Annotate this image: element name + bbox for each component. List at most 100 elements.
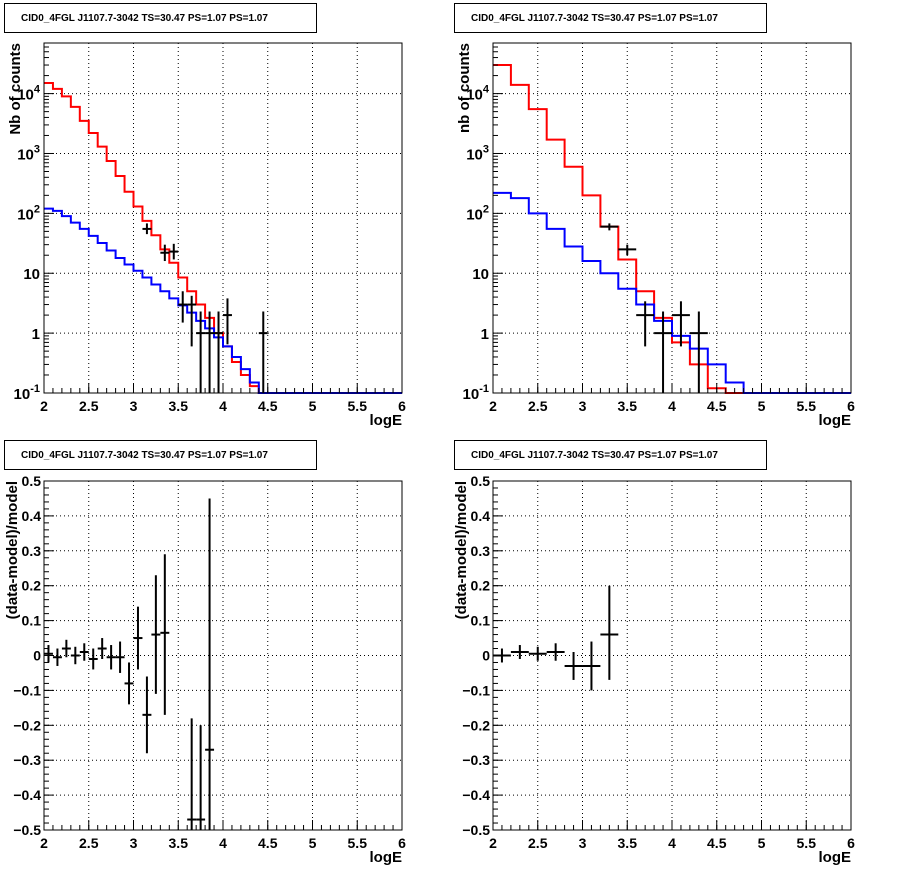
data-point bbox=[187, 718, 197, 830]
grid bbox=[44, 481, 402, 830]
chart-plot: 2 2.5 3 3.5 4 4.5 5 5.5 6 −0.5 −0.4 −0.3 −0.2 −0.1 0 0.… bbox=[453, 473, 855, 866]
data-point bbox=[689, 311, 708, 393]
x-axis-label: logE bbox=[370, 412, 403, 429]
x-tick-label: 4 bbox=[219, 835, 227, 851]
y-tick-label: 0.4 bbox=[471, 508, 491, 524]
y-tick-label: 0.2 bbox=[22, 578, 42, 594]
data-point bbox=[654, 311, 672, 393]
data-point bbox=[160, 244, 170, 262]
x-tick-label: 2 bbox=[489, 398, 497, 414]
data-point bbox=[79, 643, 89, 661]
data-point bbox=[510, 645, 529, 659]
data-point bbox=[600, 585, 619, 680]
chart-title: CID0_4FGL J1107.7-3042 TS=30.47 PS=1.07 … bbox=[4, 3, 317, 33]
data-point bbox=[196, 311, 206, 393]
data-point bbox=[142, 676, 152, 754]
y-tick-label: −0.1 bbox=[13, 682, 41, 698]
chart-title: CID0_4FGL J1107.7-3042 TS=30.47 PS=1.07 … bbox=[454, 3, 767, 33]
y-tick-label: 1 bbox=[481, 326, 489, 343]
x-tick-label: 4.5 bbox=[707, 835, 727, 851]
y-tick-label: 10 bbox=[472, 266, 489, 283]
pad-bottom-right: CID0_4FGL J1107.7-3042 TS=30.47 PS=1.07 … bbox=[449, 437, 898, 875]
data-point bbox=[636, 301, 655, 347]
data-point bbox=[115, 641, 125, 673]
data-point bbox=[169, 243, 179, 260]
x-tick-label: 4.5 bbox=[707, 398, 727, 414]
data-point bbox=[618, 244, 637, 256]
x-tick-label: 3 bbox=[579, 835, 587, 851]
y-tick-label: −0.5 bbox=[462, 822, 490, 838]
x-tick-label: 3 bbox=[130, 398, 138, 414]
data-point bbox=[196, 725, 206, 830]
x-tick-label: 6 bbox=[847, 835, 855, 851]
y-tick-label: 0.2 bbox=[471, 578, 491, 594]
x-tick-label: 5.5 bbox=[348, 835, 368, 851]
y-tick-label: 10 bbox=[23, 266, 40, 283]
chart-title: CID0_4FGL J1107.7-3042 TS=30.47 PS=1.07 … bbox=[454, 440, 767, 470]
y-tick-label: −0.4 bbox=[13, 787, 41, 803]
data-point bbox=[97, 638, 107, 659]
data-point bbox=[124, 662, 134, 705]
data-point bbox=[178, 291, 188, 323]
x-tick-label: 2 bbox=[40, 835, 48, 851]
x-tick-label: 4.5 bbox=[258, 398, 278, 414]
y-axis-label: (data-model)/model bbox=[4, 481, 21, 619]
x-tick-label: 3.5 bbox=[169, 835, 189, 851]
x-tick-label: 5 bbox=[758, 835, 766, 851]
data-point bbox=[61, 639, 71, 658]
y-axis-label: (data-model)/model bbox=[453, 481, 470, 619]
y-tick-label: 103 bbox=[466, 143, 489, 163]
y-tick-label: 10-1 bbox=[463, 383, 489, 403]
y-tick-label: 0.5 bbox=[471, 473, 491, 489]
x-tick-label: 4 bbox=[668, 398, 676, 414]
histogram-line bbox=[44, 207, 402, 394]
data-point bbox=[88, 648, 98, 670]
y-tick-label: 0.3 bbox=[22, 543, 42, 559]
x-tick-label: 4.5 bbox=[258, 835, 278, 851]
x-tick-label: 4 bbox=[668, 835, 676, 851]
data-point bbox=[70, 646, 80, 665]
x-tick-label: 6 bbox=[398, 835, 406, 851]
data-point bbox=[133, 606, 143, 670]
y-tick-label: 103 bbox=[17, 143, 40, 163]
y-tick-label: −0.1 bbox=[462, 682, 490, 698]
x-tick-label: 3 bbox=[130, 835, 138, 851]
x-tick-label: 5.5 bbox=[348, 398, 368, 414]
pad-top-right: CID0_4FGL J1107.7-3042 TS=30.47 PS=1.07 … bbox=[449, 0, 898, 437]
y-tick-label: 0.1 bbox=[471, 613, 491, 629]
x-tick-label: 5 bbox=[758, 398, 766, 414]
chart-plot: 2 2.5 3 3.5 4 4.5 5 5.5 6 −0.5 −0.4 −0.3 −0.2 −0.1 0 0.… bbox=[4, 473, 406, 866]
x-tick-label: 5 bbox=[309, 835, 317, 851]
y-tick-label: 0 bbox=[33, 648, 41, 664]
x-tick-label: 3.5 bbox=[618, 835, 638, 851]
data-point bbox=[205, 498, 215, 830]
data-point bbox=[600, 223, 619, 231]
y-tick-label: −0.5 bbox=[13, 822, 41, 838]
data-point bbox=[106, 645, 116, 670]
data-point bbox=[546, 643, 565, 661]
data-point bbox=[672, 301, 690, 347]
y-tick-label: 0.1 bbox=[22, 613, 42, 629]
x-axis-label: logE bbox=[819, 849, 852, 866]
x-tick-label: 2.5 bbox=[528, 398, 548, 414]
y-tick-label: 104 bbox=[466, 84, 490, 104]
grid bbox=[493, 481, 851, 830]
x-tick-label: 5.5 bbox=[797, 398, 817, 414]
y-tick-label: 0.3 bbox=[471, 543, 491, 559]
data-point bbox=[52, 648, 62, 666]
x-tick-label: 2 bbox=[489, 835, 497, 851]
y-tick-label: −0.3 bbox=[462, 752, 490, 768]
y-tick-label: 0.4 bbox=[22, 508, 42, 524]
y-tick-label: −0.3 bbox=[13, 752, 41, 768]
x-tick-label: 6 bbox=[847, 398, 855, 414]
data-point bbox=[151, 575, 161, 694]
y-tick-label: 0 bbox=[482, 648, 490, 664]
data-point bbox=[205, 311, 215, 393]
x-tick-label: 2.5 bbox=[528, 835, 548, 851]
y-tick-label: 102 bbox=[17, 203, 40, 223]
x-tick-label: 2.5 bbox=[79, 835, 99, 851]
y-tick-label: −0.2 bbox=[462, 717, 490, 733]
x-tick-label: 3.5 bbox=[618, 398, 638, 414]
x-tick-label: 3.5 bbox=[169, 398, 189, 414]
x-tick-label: 5.5 bbox=[797, 835, 817, 851]
